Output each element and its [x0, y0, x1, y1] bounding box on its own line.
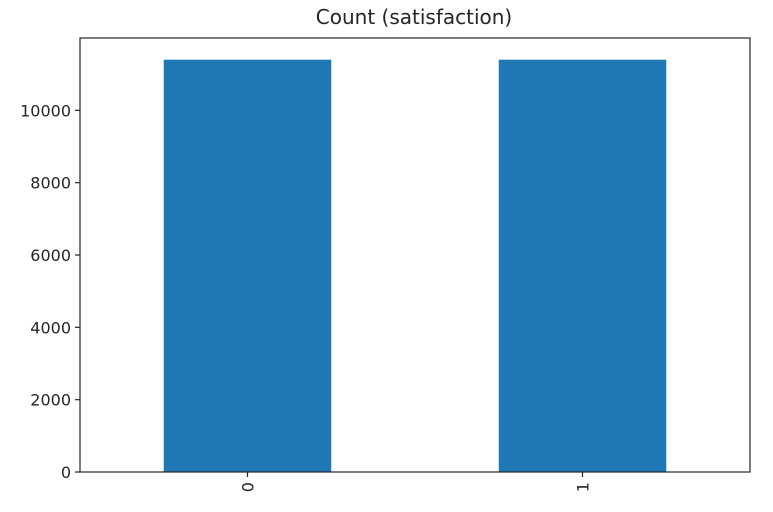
- bar-0: [163, 59, 332, 472]
- y-tick-label-0: 0: [61, 463, 71, 482]
- y-tick-label-4000: 4000: [30, 318, 71, 337]
- y-tick-label-6000: 6000: [30, 246, 71, 265]
- chart-title: Count (satisfaction): [316, 5, 512, 29]
- x-tick-label-1: 1: [574, 482, 593, 492]
- x-tick-label-0: 0: [239, 482, 258, 492]
- y-tick-label-10000: 10000: [20, 101, 71, 120]
- bars-group: [163, 59, 667, 472]
- y-tick-label-8000: 8000: [30, 174, 71, 193]
- y-axis: 0 2000 4000 6000 8000 10000: [20, 101, 80, 482]
- y-tick-label-2000: 2000: [30, 391, 71, 410]
- bar-1: [498, 59, 667, 472]
